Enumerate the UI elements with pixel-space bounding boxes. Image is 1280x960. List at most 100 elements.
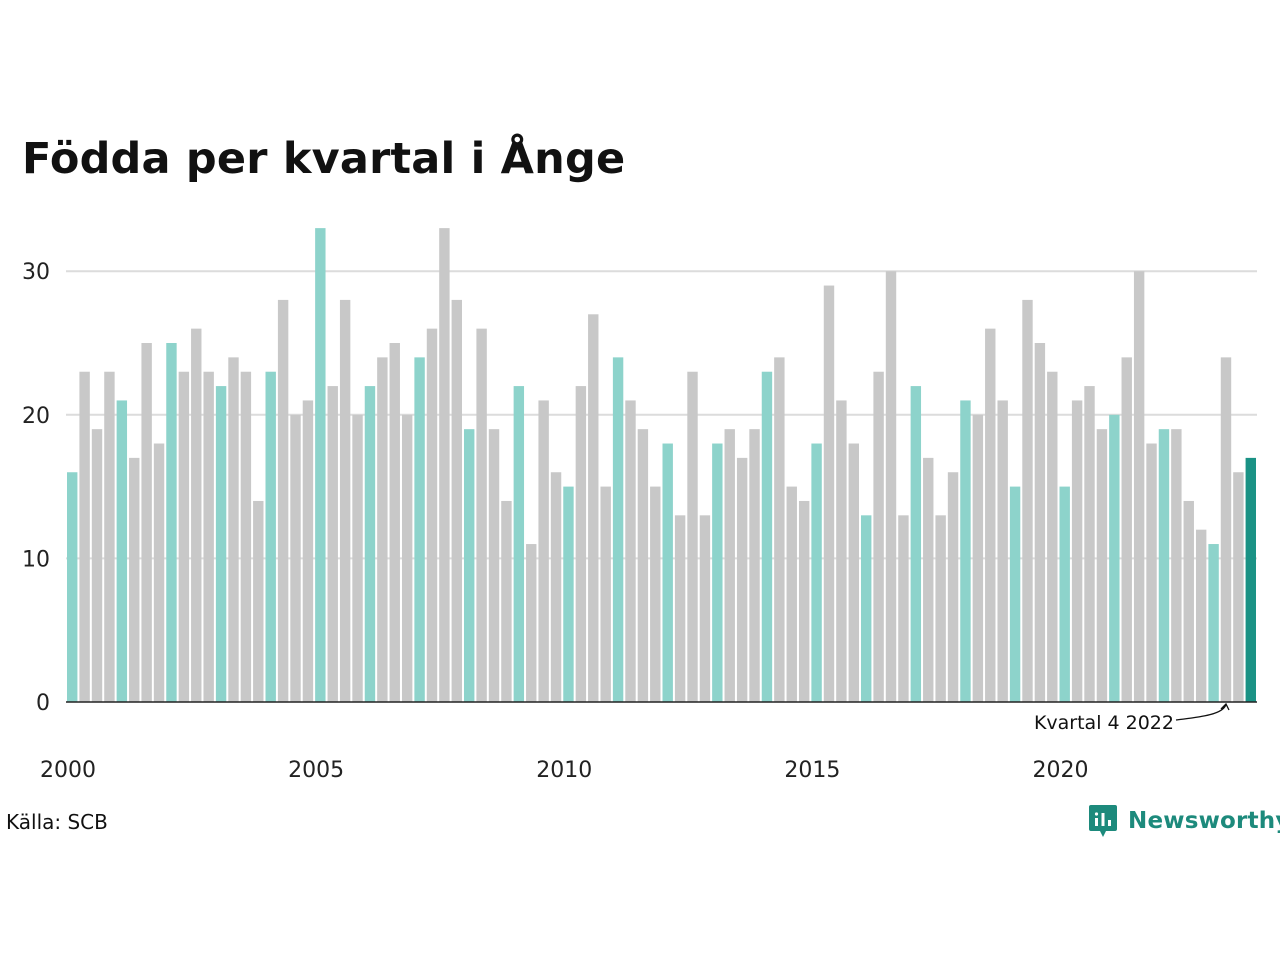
bar	[662, 443, 673, 702]
bar	[352, 414, 363, 702]
bar	[1158, 429, 1170, 702]
bar	[1071, 400, 1083, 702]
bar	[526, 544, 537, 702]
bar	[215, 386, 227, 702]
bar	[960, 400, 971, 702]
bar	[253, 500, 264, 702]
bar	[1195, 529, 1207, 702]
bar	[1171, 429, 1182, 702]
bar	[116, 400, 128, 702]
bar	[786, 486, 797, 702]
bar	[67, 472, 78, 702]
annotation-label: Kvartal 4 2022	[1034, 712, 1174, 734]
bar	[191, 328, 202, 702]
bar	[166, 343, 177, 702]
bar	[1047, 371, 1058, 702]
bar	[811, 443, 822, 702]
bar	[339, 299, 351, 702]
bar	[898, 515, 909, 702]
bar	[575, 386, 587, 702]
bar	[736, 457, 748, 702]
bar	[1096, 429, 1108, 702]
bar	[1183, 500, 1194, 702]
bar	[749, 429, 760, 702]
bar	[1245, 457, 1256, 702]
gridlines	[66, 270, 1257, 560]
bar	[625, 400, 636, 702]
bar	[885, 271, 897, 702]
chart-title: Födda per kvartal i Ånge	[22, 134, 626, 184]
bar	[1133, 271, 1145, 702]
y-tick-label: 20	[22, 404, 50, 429]
bar	[104, 371, 115, 702]
bar	[364, 386, 376, 702]
bar	[588, 314, 599, 702]
bar	[947, 472, 959, 702]
bar	[290, 414, 301, 702]
bar	[997, 400, 1008, 702]
bar	[935, 515, 946, 702]
bar	[836, 400, 847, 702]
bar	[1233, 472, 1244, 702]
bar	[377, 357, 388, 702]
bar	[538, 400, 549, 702]
bar	[501, 500, 512, 702]
bar	[798, 500, 810, 702]
bars	[67, 228, 1256, 702]
bar	[910, 386, 922, 702]
bar	[972, 414, 984, 702]
bar	[439, 228, 450, 702]
bar	[724, 429, 735, 702]
annotation: Kvartal 4 2022	[1034, 702, 1230, 734]
bar	[637, 429, 649, 702]
bar	[674, 515, 686, 702]
bar	[265, 371, 276, 702]
bar	[923, 457, 934, 702]
bar	[488, 429, 500, 702]
x-axis-ticks: 2000 2005 2010 2015 2020	[40, 758, 1089, 783]
bar	[178, 371, 190, 702]
bar	[327, 386, 338, 702]
bar	[91, 429, 103, 702]
bar	[302, 400, 314, 702]
bar	[761, 371, 773, 702]
bar	[650, 486, 661, 702]
x-tick-label: 2005	[288, 758, 344, 783]
x-tick-label: 2000	[40, 758, 96, 783]
bar	[563, 486, 574, 702]
bar	[712, 443, 723, 702]
x-tick-label: 2015	[784, 758, 840, 783]
bar	[451, 299, 462, 702]
bar	[823, 285, 835, 702]
bar	[699, 515, 711, 702]
bar	[513, 386, 525, 702]
y-tick-label: 0	[36, 691, 50, 716]
bar	[861, 515, 872, 702]
newsworthy-logo-icon	[1089, 805, 1117, 837]
bar	[79, 371, 90, 702]
source-label: Källa: SCB	[6, 810, 108, 834]
bar	[153, 443, 165, 702]
brand[interactable]: Newsworthy	[1088, 803, 1280, 839]
bar	[464, 429, 475, 702]
x-tick-label: 2010	[536, 758, 592, 783]
bar	[985, 328, 996, 702]
bar	[315, 228, 326, 702]
bar	[1084, 386, 1095, 702]
bar	[277, 299, 289, 702]
y-tick-label: 30	[22, 260, 50, 285]
bar	[550, 472, 562, 702]
bar	[1208, 544, 1219, 702]
bar	[228, 357, 239, 702]
annotation-arrow	[1175, 702, 1230, 721]
bar	[141, 343, 152, 702]
bar	[1022, 299, 1033, 702]
brand-name: Newsworthy	[1128, 808, 1280, 834]
bar	[1059, 486, 1070, 702]
bar	[873, 371, 884, 702]
bar	[848, 443, 859, 702]
bar	[600, 486, 611, 702]
bar	[612, 357, 624, 702]
y-tick-label: 10	[22, 547, 50, 572]
